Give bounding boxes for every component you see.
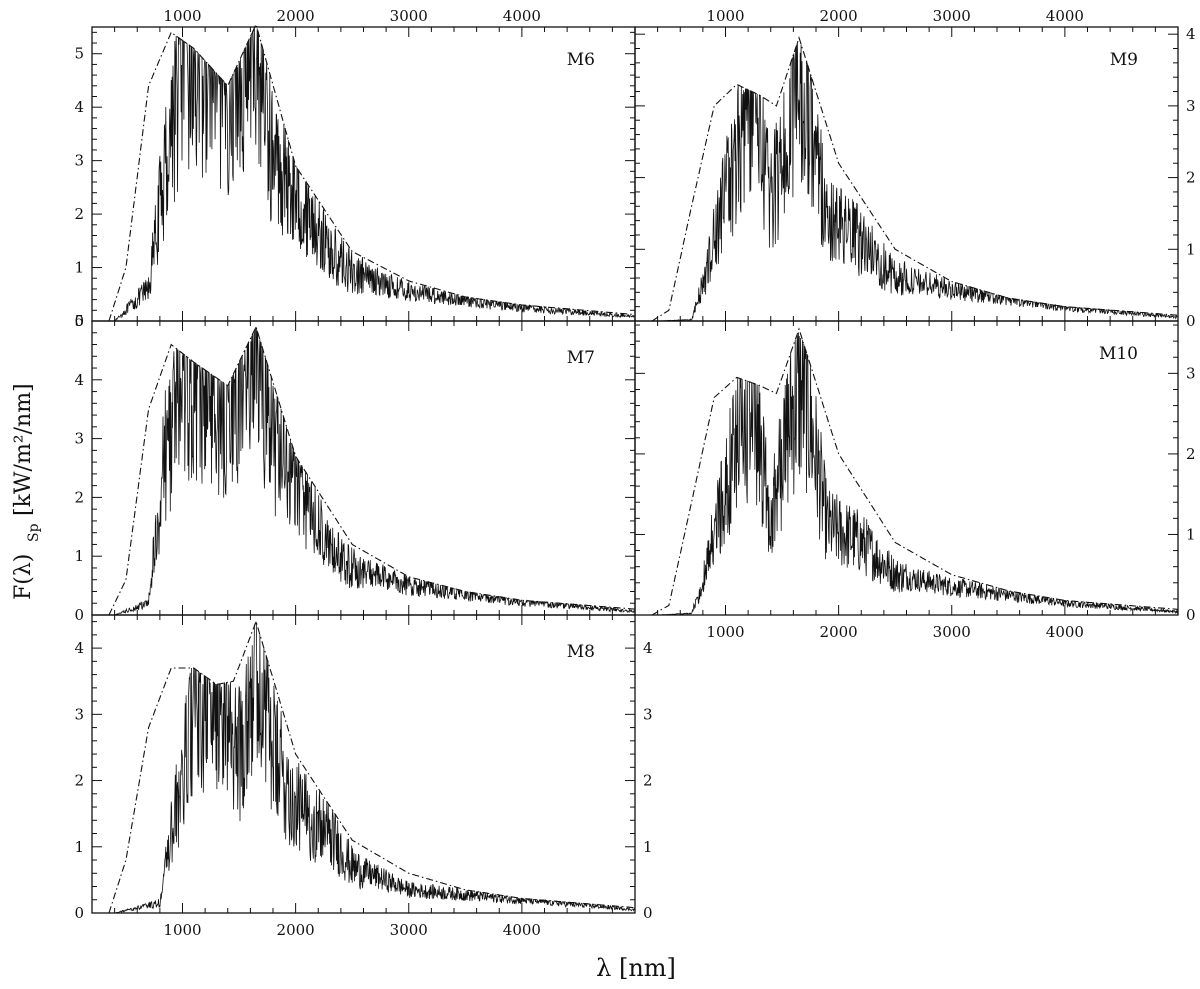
panel-label: M10 [1099, 344, 1138, 364]
x-tick-label: 4000 [1046, 623, 1084, 641]
x-tick-label-top: 1000 [706, 7, 744, 25]
y-tick-label: 4 [74, 98, 84, 116]
panel-m9: 1000 2000 3000 4000 0 1 2 3 4 M9 [634, 7, 1196, 330]
y-axis-title: F(λ) Sp [kW/m²/nm] [11, 383, 42, 600]
y-tick-label: 4 [74, 371, 84, 389]
spectrum-line [114, 27, 636, 322]
envelope-line [108, 619, 636, 914]
y-tick-label: 1 [74, 259, 84, 277]
y-tick-label-right: 4 [643, 639, 653, 657]
y-tick-label: 3 [74, 705, 84, 723]
y-tick-label: 0 [74, 312, 84, 330]
y-tick-label-right: 2 [643, 772, 653, 790]
x-tick-label-top: 4000 [503, 7, 541, 25]
y-tick-label-right: 0 [1186, 606, 1196, 624]
x-tick-label-top: 1000 [163, 7, 201, 25]
x-tick-label: 3000 [933, 623, 971, 641]
envelope-line [108, 22, 636, 322]
y-tick-label-right: 1 [643, 838, 653, 856]
x-tick-label-top: 2000 [277, 7, 315, 25]
x-tick-label-top: 4000 [1046, 7, 1084, 25]
spectrum-line [657, 42, 1179, 322]
y-tick-label: 4 [74, 639, 84, 657]
y-tick-label: 2 [74, 205, 84, 223]
panel-label: M8 [567, 642, 595, 662]
y-axis-units: [kW/m²/nm] [11, 383, 36, 516]
spectrum-line [657, 332, 1179, 616]
envelope-line [651, 327, 1179, 616]
panel-m7: 0 1 2 3 4 5 M7 [74, 312, 636, 624]
spectrum-line [114, 621, 636, 914]
y-tick-label: 2 [74, 488, 84, 506]
y-tick-label-right: 2 [1186, 445, 1196, 463]
y-axis-subscript: Sp [26, 523, 42, 542]
y-tick-label: 0 [74, 606, 84, 624]
y-tick-label: 1 [74, 838, 84, 856]
spectrum-line [114, 326, 636, 616]
panel-m6: 1000 2000 3000 4000 0 1 2 3 4 5 M6 [74, 7, 636, 330]
envelope-line [108, 325, 636, 616]
panel-label: M7 [567, 348, 595, 368]
y-tick-label-right: 1 [1186, 240, 1196, 258]
y-tick-label: 2 [74, 772, 84, 790]
envelope-line [651, 36, 1179, 322]
y-axis-label: F(λ) [11, 554, 36, 600]
x-tick-label: 3000 [390, 921, 428, 939]
x-tick-label: 2000 [820, 623, 858, 641]
panel-m10: 1000 2000 3000 4000 0 1 2 3 M10 [634, 320, 1196, 641]
y-tick-label-right: 2 [1186, 169, 1196, 187]
y-tick-label: 3 [74, 152, 84, 170]
x-tick-label: 1000 [163, 921, 201, 939]
y-tick-label-right: 3 [1186, 364, 1196, 382]
y-tick-label-right: 3 [643, 705, 653, 723]
y-tick-label-right: 1 [1186, 525, 1196, 543]
y-tick-label-right: 3 [1186, 97, 1196, 115]
x-tick-label: 1000 [706, 623, 744, 641]
x-tick-label: 2000 [277, 921, 315, 939]
y-tick-label: 3 [74, 430, 84, 448]
x-tick-label-top: 2000 [820, 7, 858, 25]
x-tick-label-top: 3000 [390, 7, 428, 25]
y-tick-label: 5 [74, 312, 84, 330]
y-tick-label: 5 [74, 45, 84, 63]
y-tick-label-right: 0 [1186, 312, 1196, 330]
y-tick-label-right: 0 [643, 904, 653, 922]
panel-label: M6 [567, 50, 595, 70]
panel-m8: 1000 2000 3000 4000 0 1 2 3 4 0 1 2 3 4 M8 [74, 614, 653, 939]
x-axis-label: λ [nm] [596, 954, 676, 982]
panel-label: M9 [1110, 50, 1138, 70]
x-tick-label: 4000 [503, 921, 541, 939]
x-tick-label-top: 3000 [933, 7, 971, 25]
y-tick-label: 0 [74, 904, 84, 922]
y-tick-label-right: 4 [1186, 25, 1196, 43]
y-tick-label: 1 [74, 547, 84, 565]
